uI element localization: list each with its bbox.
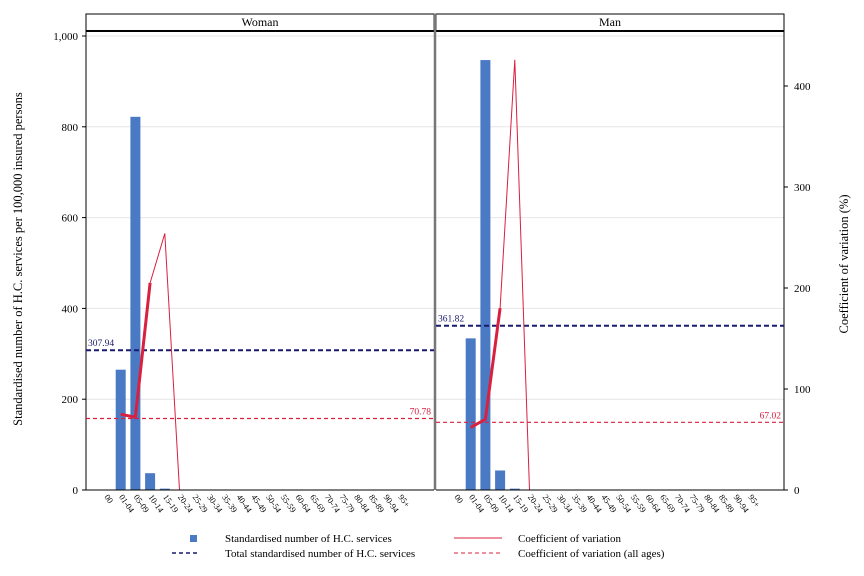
legend: Standardised number of H.C. services Coef… [172, 533, 665, 560]
cv-lines [120, 59, 530, 491]
bar-woman-10-14 [145, 473, 156, 490]
bars [115, 60, 520, 490]
x-tick-label: 00 [452, 492, 465, 505]
total-label-woman: 307.94 [88, 339, 114, 349]
y2-tick-label: 100 [794, 384, 811, 396]
legend-label: Standardised number of H.C. services [225, 533, 392, 545]
bar-man-10-14 [495, 470, 506, 490]
bar-woman-05-09 [130, 116, 141, 490]
y-tick-label: 800 [62, 122, 79, 134]
y-tick-label: 400 [62, 303, 79, 315]
bar-man-15-19 [509, 488, 520, 490]
cv-line-bold-man [469, 308, 502, 429]
legend-swatch-bars [190, 535, 197, 542]
y-tick-label: 0 [73, 485, 79, 497]
gridlines [86, 35, 784, 400]
panel-title-man: Man [599, 15, 621, 29]
y-axis-label: Standardised number of H.C. services per… [11, 92, 25, 426]
y-tick-label: 200 [62, 394, 79, 406]
bar-man-05-09 [480, 60, 491, 490]
cv-line-woman [120, 233, 180, 491]
x-tick-label: 00 [102, 492, 115, 505]
y2-tick-label: 300 [794, 182, 811, 194]
cv-line-man [470, 59, 530, 491]
cv-all-label-man: 67.02 [760, 411, 782, 421]
legend-label: Coefficient of variation [518, 533, 622, 545]
y2-axis-label: Coefficient of variation (%) [837, 195, 851, 334]
cv-line-bold-woman [120, 282, 152, 419]
panel-title-woman: Woman [241, 15, 278, 29]
legend-label: Total standardised number of H.C. servic… [225, 548, 415, 560]
y-tick-label: 1,000 [53, 31, 78, 43]
bar-man-01-04 [465, 338, 476, 490]
cv-all-label-woman: 70.78 [410, 408, 432, 418]
y2-tick-label: 0 [794, 485, 800, 497]
y-tick-label: 600 [62, 213, 79, 225]
total-label-man: 361.82 [438, 315, 464, 325]
legend-label: Coefficient of variation (all ages) [518, 548, 665, 560]
y2-tick-label: 400 [794, 81, 811, 93]
panel-frames [85, 13, 785, 490]
bar-woman-15-19 [159, 488, 170, 490]
bar-woman-01-04 [115, 369, 126, 490]
y2-tick-label: 200 [794, 283, 811, 295]
